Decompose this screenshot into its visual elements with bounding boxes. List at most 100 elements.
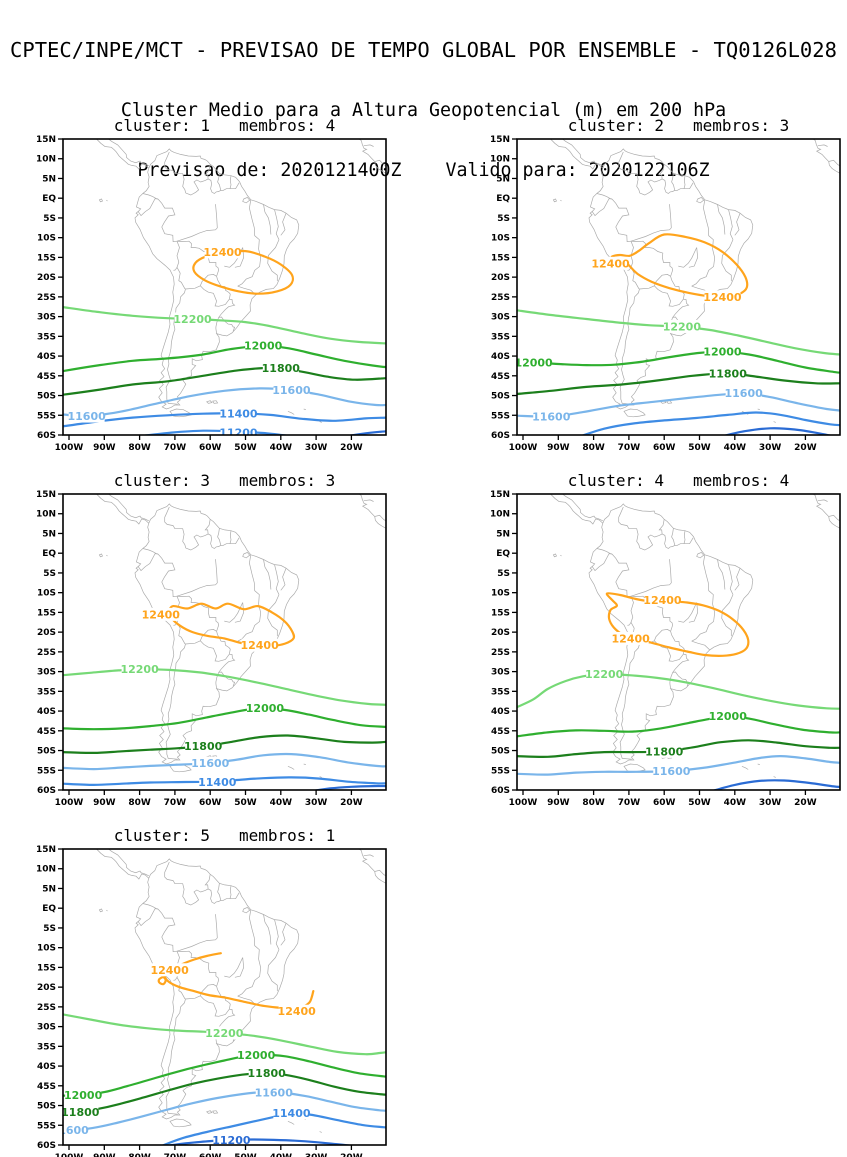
lat-tick-label: 35S	[37, 687, 56, 697]
lat-tick-label: EQ	[42, 549, 56, 559]
lon-tick-label: 30W	[759, 798, 782, 807]
contour-11200	[164, 1138, 355, 1145]
contour-12400	[192, 249, 294, 295]
lat-tick-label: 40S	[491, 352, 510, 362]
lat-tick-label: 30S	[37, 668, 56, 678]
axes: 15N 10N 5N EQ 5S 10S 15S 20S 25S 30S 35S 40S 45S 50S 5…	[36, 490, 363, 808]
contour-label-12400: 12400	[203, 246, 242, 259]
lat-tick-label: 55S	[37, 766, 56, 776]
lat-tick-label: 25S	[491, 648, 510, 658]
contour-11800	[517, 372, 840, 396]
axes: 15N 10N 5N EQ 5S 10S 15S 20S 25S 30S 35S 40S 45S 50S 5…	[490, 490, 817, 808]
lat-tick-label: 30S	[491, 313, 510, 323]
lat-tick-label: 45S	[491, 372, 510, 382]
lat-tick-label: 30S	[37, 1023, 56, 1033]
contour-12200	[63, 668, 386, 706]
lon-tick-label: 20W	[340, 798, 363, 807]
lat-tick-label: 40S	[491, 707, 510, 717]
contour-12400	[610, 233, 749, 298]
lat-tick-label: 10N	[36, 865, 56, 875]
lon-tick-label: 60W	[199, 798, 222, 807]
contour-11400	[580, 411, 840, 435]
lat-tick-label: 15N	[36, 135, 56, 145]
lat-tick-label: 15S	[37, 608, 56, 618]
contour-label-11400: 11400	[272, 1107, 311, 1120]
contour-label-11800: 11800	[61, 1106, 100, 1119]
contour-12200	[517, 672, 840, 710]
lat-tick-label: 35S	[491, 332, 510, 342]
contour-label-11800: 11800	[248, 1067, 287, 1080]
contour-label-12400: 12400	[240, 639, 279, 652]
contour-label-12200: 12200	[585, 668, 624, 681]
lon-tick-label: 80W	[582, 798, 605, 807]
lat-tick-label: 10S	[37, 944, 56, 954]
lon-tick-label: 20W	[794, 443, 817, 452]
contour-label-12400: 12400	[278, 1005, 317, 1018]
lat-tick-label: 5N	[42, 884, 56, 894]
panel-plot-cluster-2: cluster: 2 membros: 31240012400122001200…	[490, 116, 841, 453]
lat-tick-label: 45S	[491, 727, 510, 737]
lat-tick-label: EQ	[496, 194, 510, 204]
contour-label-12400: 12400	[612, 632, 651, 645]
lon-tick-label: 50W	[234, 443, 257, 452]
south-america-map-outline	[550, 494, 840, 778]
panel-title: cluster: 5 membros: 1	[114, 826, 336, 845]
header-title: CPTEC/INPE/MCT - PREVISAO DE TEMPO GLOBA…	[10, 38, 837, 62]
lon-tick-label: 60W	[653, 798, 676, 807]
lat-tick-label: 15N	[490, 490, 510, 500]
lon-tick-label: 70W	[164, 798, 187, 807]
lat-tick-label: 50S	[37, 1102, 56, 1112]
panel-plot-cluster-3: cluster: 3 membros: 3 12400 12400 12200 1200…	[36, 471, 387, 808]
lat-tick-label: 40S	[37, 1062, 56, 1072]
lon-tick-label: 80W	[582, 443, 605, 452]
panel-title: cluster: 4 membros: 4	[568, 471, 790, 490]
lat-tick-label: 10S	[491, 234, 510, 244]
lat-tick-label: 60S	[37, 431, 56, 441]
lat-tick-label: 35S	[37, 332, 56, 342]
lat-tick-label: 10N	[490, 155, 510, 165]
lat-tick-label: 15S	[491, 608, 510, 618]
contour-label-11600: 11600	[255, 1087, 294, 1100]
panel-cluster-2: cluster: 2 membros: 3 12400 12400 12200 1200…	[474, 100, 847, 453]
lon-tick-label: 20W	[794, 798, 817, 807]
contour-11200	[140, 429, 291, 435]
contour-label-12400: 12400	[591, 257, 630, 270]
contour-label-11400: 11400	[219, 407, 258, 420]
lat-tick-label: 10N	[490, 510, 510, 520]
lat-tick-label: 5S	[497, 214, 510, 224]
lat-tick-label: 15N	[490, 135, 510, 145]
contour-12000	[63, 707, 386, 731]
lat-tick-label: 30S	[37, 313, 56, 323]
lon-tick-label: 50W	[234, 798, 257, 807]
lon-tick-label: 70W	[618, 443, 641, 452]
lat-tick-label: 5S	[497, 569, 510, 579]
contour-label-11600: 11600	[272, 384, 311, 397]
panel-plot-cluster-1: cluster: 1 membros: 4 12400 12200 12000 1180…	[36, 116, 387, 453]
lon-tick-label: 30W	[305, 798, 328, 807]
lon-tick-label: 50W	[688, 798, 711, 807]
lat-tick-label: 10S	[37, 234, 56, 244]
contour-12000	[517, 715, 840, 738]
lon-tick-label: 30W	[305, 1153, 328, 1157]
lat-tick-label: 30S	[491, 668, 510, 678]
contour-labels: 12400 12400 12200 12000 12000 11800 11800 11600…	[61, 963, 317, 1145]
contour-label-11800: 11800	[184, 740, 223, 753]
lon-tick-label: 100W	[55, 1153, 84, 1157]
lat-tick-label: 15N	[36, 490, 56, 500]
axes: 15N 10N 5N EQ 5S 10S 15S 20S 25S 30S 35S 40S 45S 50S 5…	[490, 135, 817, 453]
contour-11400	[711, 779, 840, 790]
lon-tick-label: 70W	[164, 1153, 187, 1157]
contour-11000	[347, 430, 386, 435]
lat-tick-label: 25S	[37, 1003, 56, 1013]
lon-tick-label: 70W	[618, 798, 641, 807]
lat-tick-label: 50S	[491, 392, 510, 402]
lon-tick-label: 100W	[55, 443, 84, 452]
contour-lines	[517, 233, 840, 435]
lat-tick-label: EQ	[42, 194, 56, 204]
contour-label-12000: 12000	[709, 710, 748, 723]
lon-tick-label: 80W	[128, 1153, 151, 1157]
panel-cluster-4: cluster: 4 membros: 4 12400 12400 12200 1200…	[474, 455, 847, 808]
lat-tick-label: EQ	[42, 904, 56, 914]
lat-tick-label: 20S	[491, 628, 510, 638]
